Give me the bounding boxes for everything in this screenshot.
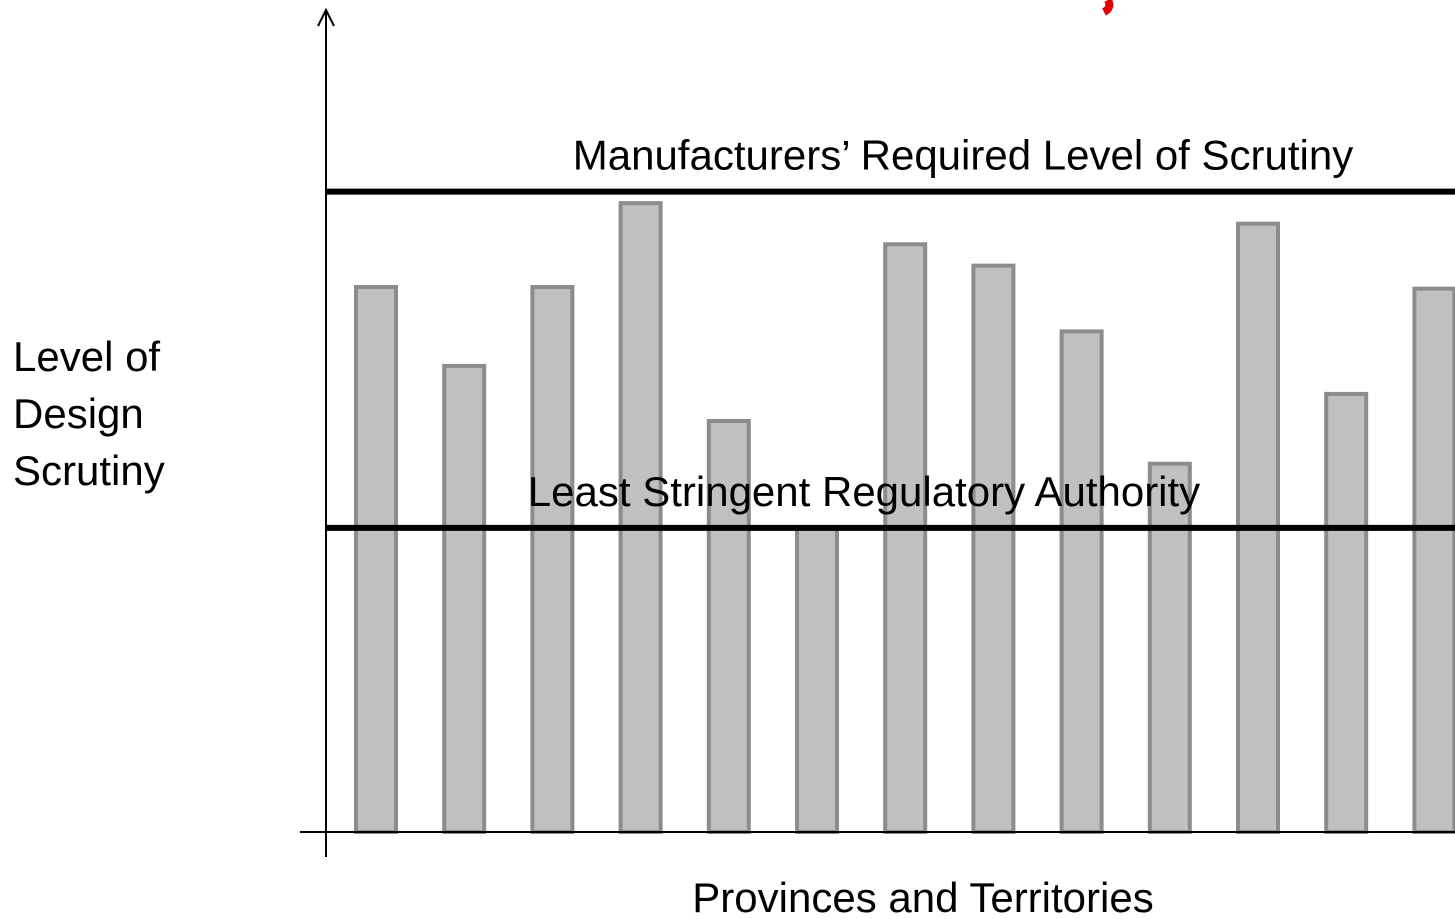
bar	[1412, 286, 1455, 834]
y-axis-label: Level of Design Scrutiny	[13, 333, 165, 494]
bar	[530, 285, 575, 835]
reference-lines: Manufacturers’ Required Level of Scrutin…	[326, 132, 1455, 531]
y-axis-arrow	[317, 7, 335, 27]
bars	[354, 201, 1455, 835]
bar	[618, 201, 663, 835]
reference-label: Least Stringent Regulatory Authority	[528, 468, 1200, 515]
x-axis-label: Provinces and Territories	[692, 874, 1153, 919]
bar	[1147, 461, 1192, 834]
bar	[354, 285, 398, 835]
bar	[971, 263, 1016, 834]
bar	[1324, 391, 1369, 834]
title-fragment	[1101, 0, 1114, 16]
reference-label: Manufacturers’ Required Level of Scrutin…	[573, 132, 1354, 179]
bar	[883, 242, 928, 834]
bar	[795, 525, 839, 834]
bar	[442, 363, 487, 834]
bar	[1059, 329, 1104, 834]
